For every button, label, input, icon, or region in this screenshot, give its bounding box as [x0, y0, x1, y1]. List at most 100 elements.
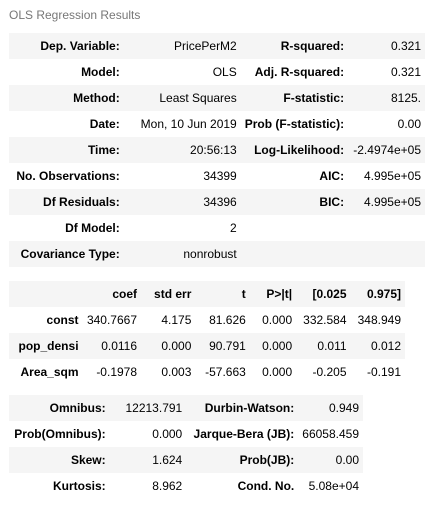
summary-value — [348, 215, 425, 241]
summary-label: No. Observations: — [16, 169, 120, 183]
diagnostic-value: 0.949 — [298, 395, 363, 421]
summary-value: 4.995e+05 — [363, 169, 421, 183]
summary-value: 0.00 — [397, 117, 421, 131]
summary-value: 0.321 — [348, 33, 425, 59]
summary-label: Df Residuals: — [9, 189, 124, 215]
summary-label: Dep. Variable: — [9, 33, 124, 59]
diagnostic-value: 66058.459 — [302, 427, 359, 441]
table-row: Method: Least Squares F-statistic: 8125. — [9, 85, 425, 111]
table-cell: -57.663 — [205, 365, 246, 379]
table-cell: 0.000 — [262, 365, 293, 379]
table-row: Prob(Omnibus): 0.000 Jarque-Bera (JB): 6… — [9, 421, 363, 447]
summary-value: 0.321 — [390, 65, 421, 79]
diagnostic-label: Jarque-Bera (JB): — [193, 427, 295, 441]
row-label: const — [46, 313, 79, 327]
summary-value: nonrobust — [123, 241, 241, 267]
diagnostic-value: 0.00 — [298, 447, 363, 473]
diagnostic-value: 5.08e+04 — [308, 479, 359, 493]
column-header: 0.975] — [350, 281, 405, 307]
table-cell: 0.000 — [262, 313, 293, 327]
summary-value — [348, 241, 425, 267]
table-row: Time: 20:56:13 Log-Likelihood: -2.4974e+… — [9, 137, 425, 163]
coefficients-table: coef std err t P>|t| [0.025 0.975] const… — [9, 281, 405, 385]
summary-label — [241, 215, 348, 241]
table-cell: 0.012 — [350, 333, 405, 359]
results-caption: OLS Regression Results — [9, 8, 141, 22]
summary-value: 2 — [230, 221, 237, 235]
summary-label: Df Model: — [65, 221, 120, 235]
table-cell: -0.191 — [366, 365, 401, 379]
diagnostic-label: Kurtosis: — [52, 479, 106, 493]
summary-label: AIC: — [319, 169, 345, 183]
diagnostics-table: Omnibus: 12213.791 Durbin-Watson: 0.949 … — [9, 395, 363, 499]
table-header-row: coef std err t P>|t| [0.025 0.975] — [9, 281, 405, 307]
column-header: [0.025 — [296, 281, 351, 307]
table-row: Dep. Variable: PricePerM2 R-squared: 0.3… — [9, 33, 425, 59]
table-cell: 0.011 — [296, 333, 351, 359]
diagnostic-label: Prob(JB): — [186, 447, 299, 473]
table-cell: 348.949 — [357, 313, 401, 327]
table-cell: 4.175 — [161, 313, 192, 327]
row-label: Area_sqm — [20, 365, 79, 379]
summary-value: 34399 — [203, 169, 237, 183]
summary-label: F-statistic: — [240, 85, 349, 111]
column-header: coef — [82, 281, 142, 307]
diagnostic-value: 0.000 — [152, 427, 183, 441]
summary-value: 4.995e+05 — [348, 189, 425, 215]
table-cell: 81.626 — [209, 313, 246, 327]
summary-label: R-squared: — [240, 33, 349, 59]
table-row: Omnibus: 12213.791 Durbin-Watson: 0.949 — [9, 395, 363, 421]
column-header: t — [195, 281, 250, 307]
column-header: P>|t| — [249, 281, 297, 307]
summary-label: Covariance Type: — [9, 241, 124, 267]
diagnostic-value: 12213.791 — [109, 395, 187, 421]
table-row: pop_densi 0.0116 0.000 90.791 0.000 0.01… — [9, 333, 405, 359]
summary-label: Method: — [9, 85, 124, 111]
summary-label: Time: — [9, 137, 124, 163]
table-row: Skew: 1.624 Prob(JB): 0.00 — [9, 447, 363, 473]
diagnostic-label: Cond. No. — [237, 479, 295, 493]
table-row: Df Model: 2 — [9, 215, 425, 241]
summary-label: Date: — [89, 117, 120, 131]
summary-value: PricePerM2 — [123, 33, 241, 59]
column-header — [9, 281, 83, 307]
table-cell: 0.000 — [249, 333, 297, 359]
table-cell: 0.003 — [161, 365, 192, 379]
column-header: std err — [141, 281, 196, 307]
table-cell: -0.1978 — [96, 365, 138, 379]
table-cell: 90.791 — [195, 333, 250, 359]
summary-value: 34396 — [123, 189, 241, 215]
table-row: No. Observations: 34399 AIC: 4.995e+05 — [9, 163, 425, 189]
diagnostic-label: Omnibus: — [9, 395, 110, 421]
model-summary-table: Dep. Variable: PricePerM2 R-squared: 0.3… — [9, 33, 425, 267]
diagnostic-label: Prob(Omnibus): — [14, 427, 106, 441]
table-cell: -0.205 — [312, 365, 347, 379]
table-cell: 332.584 — [303, 313, 347, 327]
summary-label: Log-Likelihood: — [240, 137, 349, 163]
summary-label: BIC: — [240, 189, 349, 215]
summary-value: 20:56:13 — [123, 137, 241, 163]
table-cell: 0.000 — [141, 333, 196, 359]
summary-label: Adj. R-squared: — [254, 65, 345, 79]
summary-value: OLS — [212, 65, 237, 79]
summary-label — [240, 241, 349, 267]
table-cell: 340.7667 — [86, 313, 138, 327]
table-cell: 0.0116 — [82, 333, 142, 359]
summary-label: Model: — [81, 65, 120, 79]
summary-value: Mon, 10 Jun 2019 — [140, 117, 237, 131]
table-row: Model: OLS Adj. R-squared: 0.321 — [9, 59, 425, 85]
table-row: const 340.7667 4.175 81.626 0.000 332.58… — [9, 307, 405, 333]
row-label: pop_densi — [9, 333, 83, 359]
table-row: Covariance Type: nonrobust — [9, 241, 425, 267]
diagnostic-label: Skew: — [9, 447, 110, 473]
summary-value: 8125. — [348, 85, 425, 111]
table-row: Kurtosis: 8.962 Cond. No. 5.08e+04 — [9, 473, 363, 499]
table-row: Df Residuals: 34396 BIC: 4.995e+05 — [9, 189, 425, 215]
diagnostic-label: Durbin-Watson: — [186, 395, 299, 421]
summary-value: -2.4974e+05 — [348, 137, 425, 163]
table-row: Area_sqm -0.1978 0.003 -57.663 0.000 -0.… — [9, 359, 405, 385]
diagnostic-value: 8.962 — [152, 479, 183, 493]
summary-label: Prob (F-statistic): — [244, 117, 345, 131]
summary-value: Least Squares — [123, 85, 241, 111]
table-row: Date: Mon, 10 Jun 2019 Prob (F-statistic… — [9, 111, 425, 137]
